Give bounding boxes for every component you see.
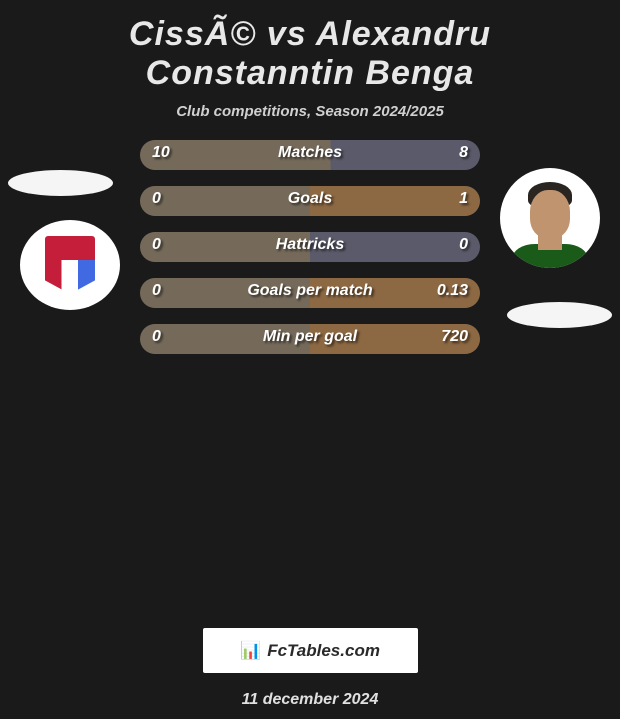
stat-row: 0Min per goal720 xyxy=(140,324,480,360)
branding-badge: 📊 FcTables.com xyxy=(203,628,418,673)
date-label: 11 december 2024 xyxy=(0,691,620,709)
stat-label: Matches xyxy=(140,144,480,162)
stat-label: Goals per match xyxy=(140,282,480,300)
subtitle: Club competitions, Season 2024/2025 xyxy=(0,103,620,140)
stat-label: Min per goal xyxy=(140,328,480,346)
stat-label: Goals xyxy=(140,190,480,208)
stat-value-right: 1 xyxy=(459,190,468,208)
comparison-area: 10Matches80Goals10Hattricks00Goals per m… xyxy=(0,140,620,390)
stat-row: 0Goals per match0.13 xyxy=(140,278,480,314)
stat-label: Hattricks xyxy=(140,236,480,254)
player-right-avatar xyxy=(500,168,600,268)
club-badge-left xyxy=(20,220,120,310)
comparison-container: CissÃ© vs Alexandru Constanntin Benga Cl… xyxy=(0,0,620,719)
stat-value-right: 720 xyxy=(441,328,468,346)
player-right-placeholder xyxy=(507,302,612,328)
stat-row: 0Hattricks0 xyxy=(140,232,480,268)
player-left-placeholder xyxy=(8,170,113,196)
branding-text: FcTables.com xyxy=(267,641,380,661)
stat-rows: 10Matches80Goals10Hattricks00Goals per m… xyxy=(140,140,480,370)
page-title: CissÃ© vs Alexandru Constanntin Benga xyxy=(0,10,620,103)
stat-value-right: 0.13 xyxy=(437,282,468,300)
stat-row: 10Matches8 xyxy=(140,140,480,176)
shield-icon xyxy=(45,236,95,294)
stat-value-right: 0 xyxy=(459,236,468,254)
stat-value-right: 8 xyxy=(459,144,468,162)
chart-icon: 📊 xyxy=(240,641,261,661)
stat-row: 0Goals1 xyxy=(140,186,480,222)
